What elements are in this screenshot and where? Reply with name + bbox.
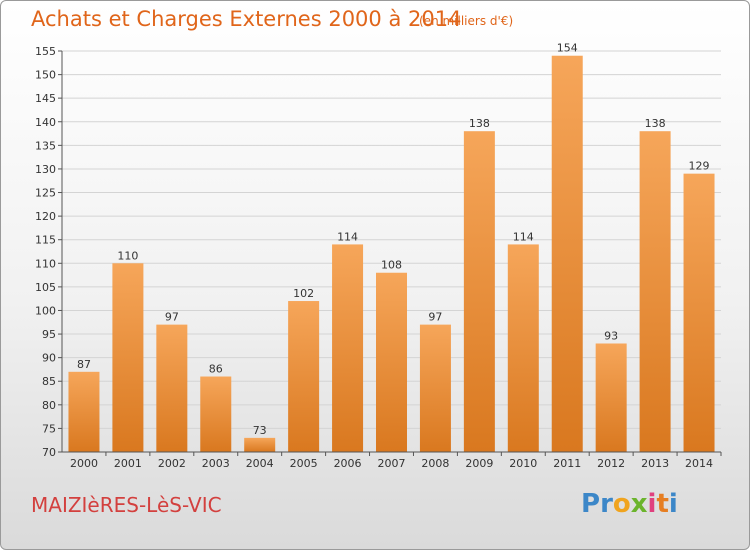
bar xyxy=(683,173,715,453)
bar-value-label: 129 xyxy=(689,160,710,173)
bar xyxy=(376,272,407,452)
x-tick-label: 2005 xyxy=(290,457,318,470)
bar-value-label: 97 xyxy=(165,311,179,324)
bar xyxy=(68,371,100,452)
bar xyxy=(551,55,583,452)
logo-letter: o xyxy=(612,489,631,519)
logo-letter: x xyxy=(630,489,648,519)
y-tick-label: 145 xyxy=(35,92,56,105)
bar xyxy=(244,437,276,452)
logo-letter: r xyxy=(600,489,613,519)
bar-value-label: 114 xyxy=(337,230,358,243)
bar xyxy=(156,324,188,452)
bar-value-label: 154 xyxy=(557,42,578,55)
bar xyxy=(419,324,451,452)
y-tick-label: 140 xyxy=(35,116,56,129)
x-tick-label: 2001 xyxy=(114,457,142,470)
y-tick-label: 155 xyxy=(35,45,56,58)
x-tick-label: 2006 xyxy=(334,457,362,470)
logo-letter: P xyxy=(581,489,601,519)
y-tick-label: 105 xyxy=(35,281,56,294)
y-tick-label: 135 xyxy=(35,139,56,152)
bar-value-label: 87 xyxy=(77,358,91,371)
proxiti-logo[interactable]: Proxiti xyxy=(581,489,678,519)
logo-letter: t xyxy=(656,489,669,519)
chart-title: Achats et Charges Externes 2000 à 2014 xyxy=(31,7,462,31)
bar xyxy=(639,131,671,452)
y-tick-label: 130 xyxy=(35,163,56,176)
y-tick-label: 100 xyxy=(35,304,56,317)
bar-value-label: 86 xyxy=(209,363,223,376)
logo-letter: i xyxy=(647,489,657,519)
bar-value-label: 93 xyxy=(604,329,618,342)
x-tick-label: 2003 xyxy=(202,457,230,470)
bar-value-label: 102 xyxy=(293,287,314,300)
bars: 87 110 97 86 73 102 114 108 97 138 114 154 93 138 129 xyxy=(68,42,715,453)
bar xyxy=(200,376,232,452)
y-tick-label: 80 xyxy=(42,399,56,412)
x-tick-label: 2011 xyxy=(553,457,581,470)
x-tick-label: 2008 xyxy=(421,457,449,470)
y-tick-label: 95 xyxy=(42,328,56,341)
bar-value-label: 108 xyxy=(381,259,402,272)
x-tick-label: 2000 xyxy=(70,457,98,470)
commune-name: MAIZIèRES-LèS-VIC xyxy=(31,493,222,517)
x-tick-label: 2010 xyxy=(509,457,537,470)
bar-value-label: 97 xyxy=(428,311,442,324)
y-tick-label: 120 xyxy=(35,210,56,223)
y-tick-label: 90 xyxy=(42,352,56,365)
bar xyxy=(507,244,539,452)
y-tick-label: 70 xyxy=(42,446,56,459)
y-tick-label: 110 xyxy=(35,257,56,270)
y-tick-label: 150 xyxy=(35,69,56,82)
bar-value-label: 138 xyxy=(469,117,490,130)
y-tick-label: 85 xyxy=(42,375,56,388)
y-tick-label: 75 xyxy=(42,422,56,435)
x-tick-label: 2007 xyxy=(378,457,406,470)
bar xyxy=(112,263,144,452)
axes: 70 75 80 85 90 95 100 105 110 115 120 125 130 135 140 1… xyxy=(35,45,722,470)
chart-subtitle: (en milliers d'€) xyxy=(419,14,514,28)
bar-value-label: 138 xyxy=(645,117,666,130)
x-tick-label: 2012 xyxy=(597,457,625,470)
bar-value-label: 114 xyxy=(513,230,534,243)
bar xyxy=(288,301,320,452)
y-tick-label: 115 xyxy=(35,234,56,247)
x-tick-label: 2009 xyxy=(465,457,493,470)
bar-value-label: 73 xyxy=(253,424,267,437)
bar-value-label: 110 xyxy=(117,249,138,262)
bar xyxy=(463,131,495,452)
x-tick-label: 2004 xyxy=(246,457,274,470)
logo-letter: i xyxy=(668,489,678,519)
x-tick-label: 2014 xyxy=(685,457,713,470)
bar xyxy=(595,343,627,452)
x-tick-label: 2002 xyxy=(158,457,186,470)
bar xyxy=(332,244,364,452)
y-tick-label: 125 xyxy=(35,187,56,200)
x-tick-label: 2013 xyxy=(641,457,669,470)
